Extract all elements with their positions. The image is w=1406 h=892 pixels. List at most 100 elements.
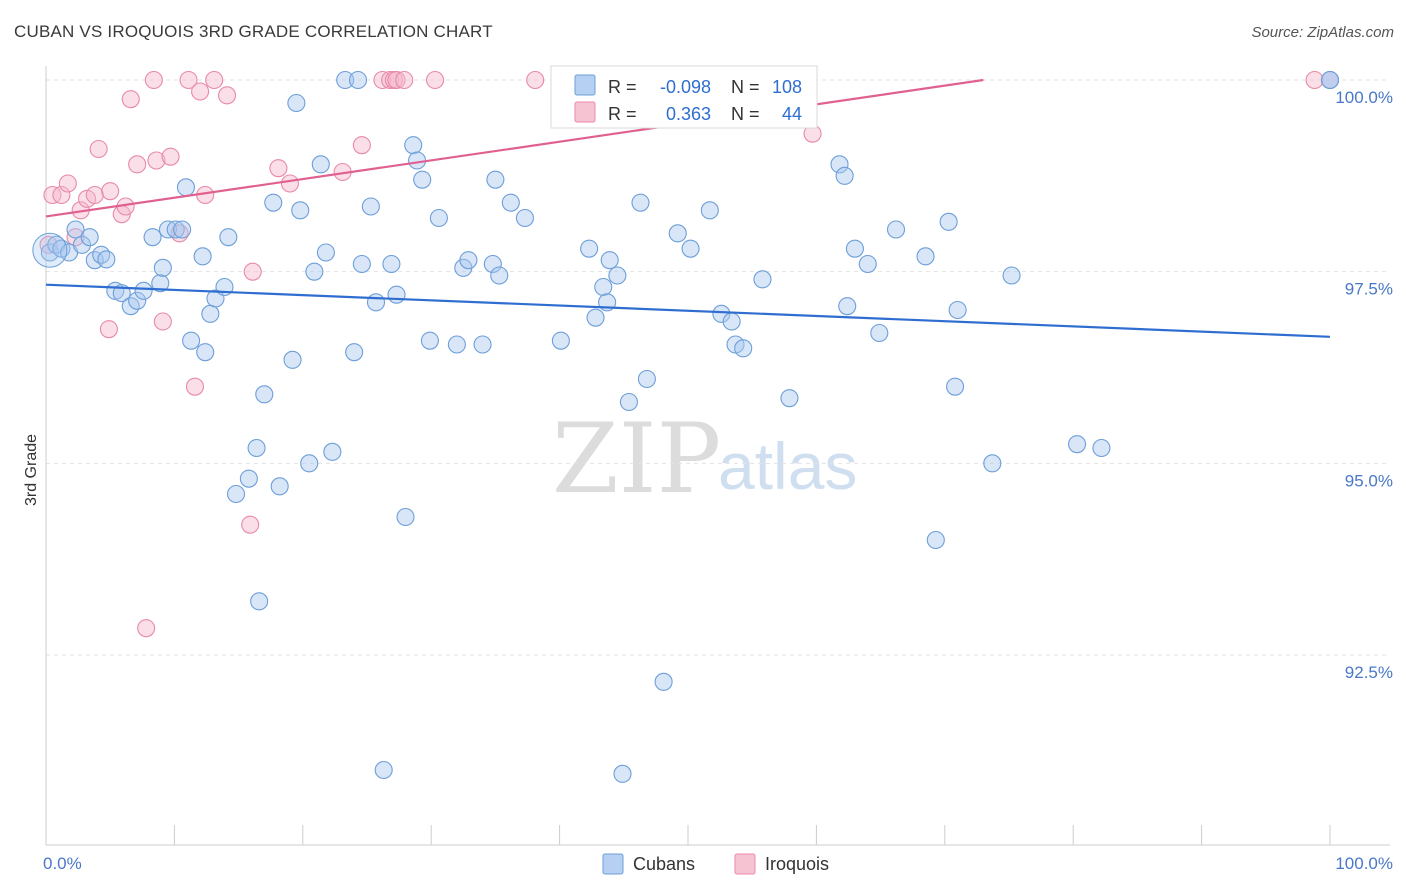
y-tick-label: 97.5% (1345, 280, 1393, 299)
data-point-cubans (637, 369, 656, 389)
data-point-iroquois (243, 262, 262, 281)
grid-lines (46, 79, 1390, 656)
data-point-cubans (594, 277, 613, 297)
data-point-iroquois (526, 70, 545, 90)
data-point-iroquois (101, 182, 120, 201)
data-point-cubans (366, 293, 386, 312)
data-point-cubans (983, 454, 1002, 473)
data-point-cubans (247, 438, 266, 458)
legend-n-value-cubans: 108 (772, 77, 802, 97)
data-point-cubans (316, 243, 335, 262)
series-cubans-points (32, 70, 1340, 783)
data-point-iroquois (89, 139, 108, 159)
data-point-cubans (176, 178, 196, 197)
data-point-cubans (413, 170, 432, 189)
legend: R = -0.098 N = 108 R = 0.363 N = 44 (550, 65, 818, 129)
data-point-cubans (753, 270, 772, 289)
data-point-cubans (459, 251, 478, 270)
data-point-cubans (490, 266, 509, 285)
data-point-cubans (608, 266, 627, 285)
data-point-cubans (870, 323, 889, 343)
data-point-cubans (182, 331, 201, 350)
data-point-cubans (926, 530, 945, 550)
data-point-cubans (654, 672, 673, 691)
data-point-cubans (201, 304, 220, 323)
data-point-cubans (838, 297, 857, 316)
data-point-cubans (712, 304, 731, 323)
data-point-cubans (336, 70, 355, 90)
data-point-cubans (382, 254, 401, 274)
y-tick-label: 100.0% (1335, 88, 1393, 107)
data-point-cubans (700, 201, 719, 220)
bottom-legend-swatch-iroquois (734, 853, 756, 875)
data-point-iroquois (153, 312, 172, 331)
data-point-iroquois (387, 70, 406, 90)
y-tick-label: 95.0% (1345, 471, 1393, 490)
data-point-cubans (264, 193, 283, 212)
y-axis-label: 3rd Grade (23, 434, 40, 506)
watermark-zip: ZIP (552, 403, 721, 515)
data-point-cubans (300, 454, 319, 473)
data-point-cubans (287, 93, 306, 113)
watermark-atlas: atlas (718, 429, 857, 503)
data-point-cubans (348, 70, 368, 90)
legend-n-label-iroquois: N = (731, 104, 760, 124)
data-point-cubans (681, 239, 700, 258)
chart-title: CUBAN VS IROQUOIS 3RD GRADE CORRELATION … (14, 22, 493, 41)
data-point-cubans (311, 155, 330, 174)
data-point-cubans (948, 300, 967, 320)
data-point-iroquois (280, 174, 300, 193)
data-point-cubans (134, 281, 153, 300)
data-point-cubans (345, 343, 364, 362)
legend-r-value-cubans: -0.098 (660, 77, 711, 97)
data-point-cubans (158, 220, 178, 239)
data-point-cubans (151, 274, 170, 293)
data-point-cubans (396, 507, 415, 527)
data-point-cubans (473, 335, 492, 354)
data-point-iroquois (352, 136, 371, 155)
data-point-iroquois (99, 320, 118, 339)
data-point-cubans (196, 343, 215, 362)
data-point-iroquois (52, 185, 71, 205)
data-point-iroquois (395, 70, 414, 90)
data-point-cluster (32, 232, 68, 268)
data-point-cubans (668, 224, 687, 243)
data-point-iroquois (191, 82, 210, 101)
data-point-cubans (72, 235, 92, 254)
data-point-cubans (1068, 435, 1087, 454)
data-point-cubans (323, 442, 342, 461)
data-point-cubans (374, 760, 393, 780)
data-point-cubans (226, 484, 246, 504)
bottom-legend: Cubans Iroquois (602, 853, 829, 875)
data-point-cubans (387, 285, 406, 304)
data-point-cubans (291, 201, 310, 220)
data-point-cubans (722, 312, 741, 331)
data-point-cubans (97, 250, 116, 269)
x-tick-label: 100.0% (1335, 854, 1393, 873)
data-point-cubans (447, 335, 466, 354)
data-point-iroquois (426, 70, 445, 90)
data-point-cubans (193, 247, 212, 266)
data-point-cubans (830, 155, 849, 174)
data-point-cubans (40, 243, 59, 262)
bottom-legend-label-iroquois: Iroquois (765, 854, 829, 874)
data-point-cubans (858, 254, 877, 274)
data-point-cubans (483, 254, 502, 274)
y-tick-labels: 100.0% 97.5% 95.0% 92.5% (1335, 88, 1393, 682)
data-point-cubans (404, 136, 423, 155)
data-point-cubans (835, 166, 854, 185)
bottom-legend-label-cubans: Cubans (633, 854, 695, 874)
legend-swatch-iroquois (574, 101, 596, 123)
data-point-cubans (153, 258, 172, 277)
data-point-cubans (66, 220, 85, 239)
data-point-iroquois (269, 159, 288, 178)
data-point-cubans (780, 389, 799, 408)
data-point-cubans (586, 308, 605, 327)
data-point-iroquois (58, 174, 77, 193)
axes (45, 66, 1390, 846)
x-tick-label: 0.0% (43, 854, 82, 873)
data-point-cubans (1002, 266, 1021, 285)
data-point-cubans (946, 377, 965, 396)
data-point-cubans (305, 262, 324, 281)
